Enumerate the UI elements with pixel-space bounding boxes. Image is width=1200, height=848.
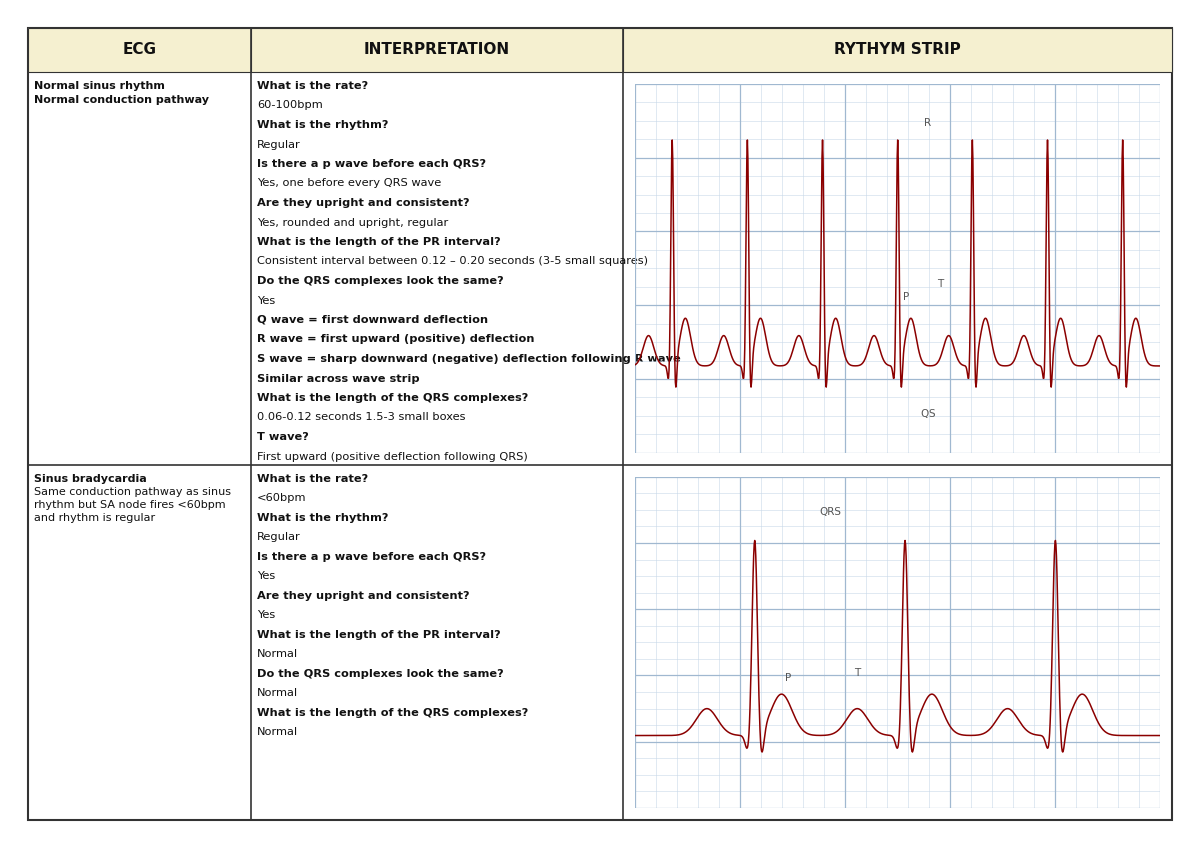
Text: Do the QRS complexes look the same?: Do the QRS complexes look the same? [257,276,504,286]
Text: Consistent interval between 0.12 – 0.20 seconds (3-5 small squares): Consistent interval between 0.12 – 0.20 … [257,256,648,266]
Text: What is the rhythm?: What is the rhythm? [257,513,389,522]
Text: INTERPRETATION: INTERPRETATION [364,42,510,58]
Text: Normal: Normal [257,728,299,737]
Text: T wave?: T wave? [257,432,308,442]
Text: Same conduction pathway as sinus: Same conduction pathway as sinus [34,487,230,497]
Text: Yes: Yes [257,572,275,581]
Text: <60bpm: <60bpm [257,494,306,503]
Text: What is the length of the QRS complexes?: What is the length of the QRS complexes? [257,708,528,717]
Bar [623,28,1172,72]
Text: What is the length of the PR interval?: What is the length of the PR interval? [257,237,500,247]
Text: T: T [937,278,943,288]
Text: What is the rhythm?: What is the rhythm? [257,120,389,130]
Text: 0.06-0.12 seconds 1.5-3 small boxes: 0.06-0.12 seconds 1.5-3 small boxes [257,412,466,422]
Text: RYTHYM STRIP: RYTHYM STRIP [834,42,961,58]
Text: What is the rate?: What is the rate? [257,81,368,91]
Text: Are they upright and consistent?: Are they upright and consistent? [257,591,469,600]
Text: and rhythm is regular: and rhythm is regular [34,513,155,522]
Text: S wave = sharp downward (negative) deflection following R wave: S wave = sharp downward (negative) defle… [257,354,680,364]
Text: Sinus bradycardia: Sinus bradycardia [34,474,146,483]
Text: Yes: Yes [257,295,275,305]
Text: R wave = first upward (positive) deflection: R wave = first upward (positive) deflect… [257,334,534,344]
Text: ECG: ECG [122,42,156,58]
Text: First upward (positive deflection following QRS): First upward (positive deflection follow… [257,451,528,461]
Text: R: R [924,118,931,128]
Text: Q wave = first downward deflection: Q wave = first downward deflection [257,315,488,325]
Text: Similar across wave strip: Similar across wave strip [257,373,420,383]
Text: S: S [929,409,935,419]
Text: Yes, rounded and upright, regular: Yes, rounded and upright, regular [257,217,449,227]
Text: Normal conduction pathway: Normal conduction pathway [34,95,209,105]
Text: Do the QRS complexes look the same?: Do the QRS complexes look the same? [257,669,504,678]
Text: Is there a p wave before each QRS?: Is there a p wave before each QRS? [257,159,486,169]
Text: Normal: Normal [257,689,299,698]
Bar [251,28,623,72]
Bar [28,28,251,72]
Text: Yes, one before every QRS wave: Yes, one before every QRS wave [257,178,442,188]
Text: Regular: Regular [257,140,301,149]
Text: P: P [904,292,910,302]
Text: 60-100bpm: 60-100bpm [257,101,323,110]
Text: Is there a p wave before each QRS?: Is there a p wave before each QRS? [257,552,486,561]
Text: Yes: Yes [257,611,275,620]
Text: QRS: QRS [818,507,841,517]
Text: What is the rate?: What is the rate? [257,474,368,483]
Text: Q: Q [920,409,929,419]
Text: Regular: Regular [257,533,301,542]
Text: What is the length of the PR interval?: What is the length of the PR interval? [257,630,500,639]
Text: Are they upright and consistent?: Are they upright and consistent? [257,198,469,208]
Text: Normal: Normal [257,650,299,659]
Text: rhythm but SA node fires <60bpm: rhythm but SA node fires <60bpm [34,499,226,510]
Text: T: T [854,668,860,678]
Bar [28,28,1172,72]
Text: P: P [785,672,791,683]
Text: Normal sinus rhythm: Normal sinus rhythm [34,81,164,91]
Text: What is the length of the QRS complexes?: What is the length of the QRS complexes? [257,393,528,403]
